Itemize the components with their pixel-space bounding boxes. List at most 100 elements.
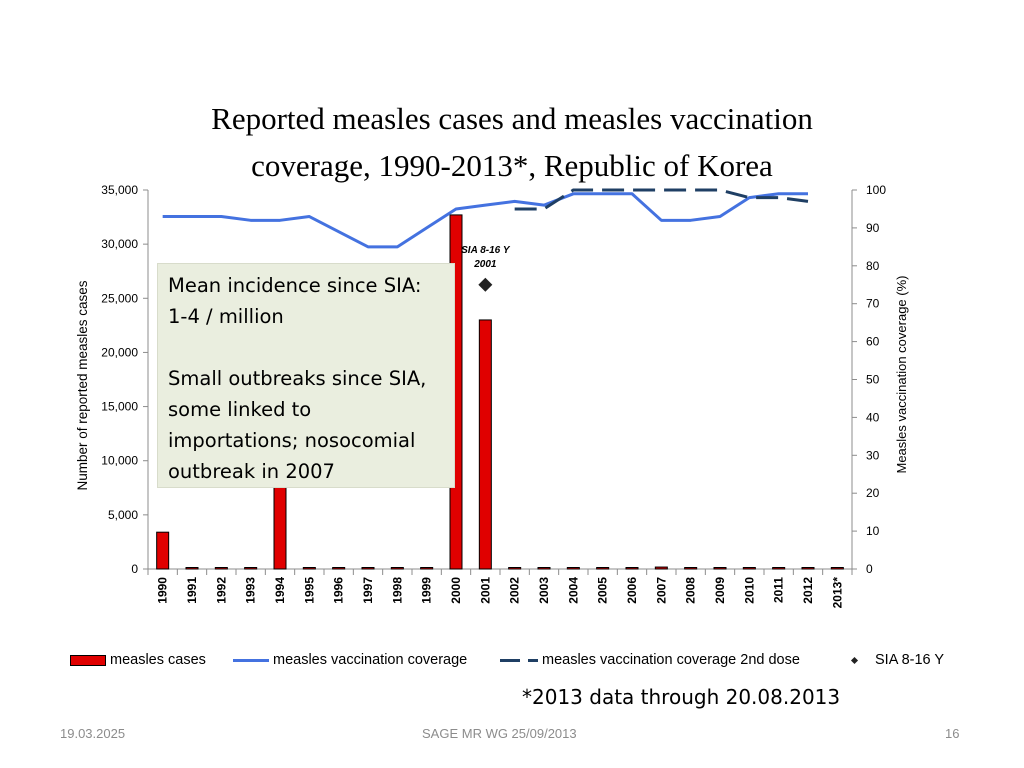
legend-item-sia: SIA 8-16 Y <box>850 650 945 670</box>
x-tick-label: 2010 <box>742 577 756 604</box>
legend-item-coverage: measles vaccination coverage <box>233 650 467 670</box>
bar-cases <box>244 567 258 570</box>
y-tick-label-right: 10 <box>866 524 880 538</box>
bar-cases <box>742 567 756 570</box>
x-tick-label: 1992 <box>214 577 228 604</box>
chart-title-line2: coverage, 1990-2013*, Republic of Korea <box>251 148 773 183</box>
bar-cases <box>566 567 580 570</box>
page-number: 16 <box>945 726 960 741</box>
chart-legend: measles cases measles vaccination covera… <box>70 650 970 670</box>
footer-date: 19.03.2025 <box>60 726 126 741</box>
x-tick-label: 2006 <box>625 577 639 604</box>
x-tick-label: 1994 <box>273 577 287 604</box>
bar-cases <box>420 567 434 570</box>
bar-cases <box>830 567 844 570</box>
y-tick-label-right: 40 <box>866 410 880 424</box>
legend-label-sia: SIA 8-16 Y <box>875 652 945 668</box>
bar-cases <box>772 567 786 570</box>
annotation-sia-label: SIA 8-16 Y <box>461 245 511 256</box>
bar-cases <box>302 567 316 570</box>
bar-cases <box>478 319 492 570</box>
x-tick-label: 2001 <box>478 577 492 604</box>
y-tick-label-right: 20 <box>866 486 880 500</box>
bar-cases <box>625 567 639 570</box>
y-tick-label-right: 70 <box>866 297 880 311</box>
legend-label-coverage2: measles vaccination coverage 2nd dose <box>542 652 800 668</box>
annotation-line: Mean incidence since SIA: <box>168 274 422 297</box>
y-tick-label-left: 30,000 <box>101 237 138 251</box>
bar-cases <box>537 567 551 570</box>
x-tick-label: 1990 <box>156 577 170 604</box>
x-tick-label: 2004 <box>566 577 580 604</box>
x-tick-label: 2008 <box>684 577 698 604</box>
bar-cases <box>185 567 199 570</box>
annotation-sia-year: 2001 <box>473 259 497 270</box>
x-tick-label: 1993 <box>244 577 258 604</box>
legend-swatch-diamond <box>850 656 859 664</box>
annotation-line: importations; nosocomial <box>168 429 416 452</box>
y-tick-label-right: 50 <box>866 373 880 387</box>
x-tick-label: 2005 <box>596 577 610 604</box>
footer-center: SAGE MR WG 25/09/2013 <box>422 726 577 741</box>
bar-cases <box>361 567 375 570</box>
legend-label-coverage: measles vaccination coverage <box>273 652 468 668</box>
x-tick-label: 1998 <box>390 577 404 604</box>
x-tick-label: 2002 <box>508 577 522 604</box>
y-tick-label-left: 15,000 <box>101 400 138 414</box>
x-tick-label: 2011 <box>772 577 786 603</box>
legend-swatch-line <box>233 658 269 662</box>
bar-cases <box>508 567 522 570</box>
x-tick-label: 2013* <box>830 577 844 609</box>
bar-cases <box>156 531 170 570</box>
x-tick-label: 2009 <box>713 577 727 604</box>
x-tick-label: 2007 <box>654 577 668 604</box>
bar-cases <box>713 567 727 570</box>
bar-cases <box>390 567 404 570</box>
y-tick-label-left: 0 <box>131 562 138 576</box>
y-tick-label-right: 80 <box>866 259 880 273</box>
x-tick-label: 1999 <box>420 577 434 604</box>
bar-cases <box>214 567 228 570</box>
chart-title-line1: Reported measles cases and measles vacci… <box>211 101 813 136</box>
bar-cases <box>654 566 668 570</box>
y-tick-label-left: 35,000 <box>101 183 138 197</box>
bar-cases <box>273 484 287 570</box>
y-tick-label-right: 30 <box>866 448 880 462</box>
y-tick-label-right: 100 <box>866 183 886 197</box>
y-axis-title-left: Number of reported measles cases <box>75 280 90 490</box>
legend-item-cases: measles cases <box>70 650 206 670</box>
annotation-box: Mean incidence since SIA: 1-4 / million … <box>157 263 455 488</box>
annotation-line: some linked to <box>168 398 312 421</box>
line-series <box>162 188 809 292</box>
footnote: *2013 data through 20.08.2013 <box>522 685 841 709</box>
bar-cases <box>684 567 698 570</box>
annotation-line: Small outbreaks since SIA, <box>168 367 427 390</box>
y-tick-label-left: 25,000 <box>101 291 138 305</box>
bar-cases <box>801 567 815 570</box>
legend-label-cases: measles cases <box>110 652 206 668</box>
axis-labels: 0 5,000 10,000 15,000 20,000 25,000 30,000 35,0… <box>75 183 909 608</box>
y-tick-label-left: 5,000 <box>108 508 138 522</box>
annotation-line: 1-4 / million <box>168 305 284 328</box>
x-tick-label: 1995 <box>302 577 316 604</box>
legend-swatch-bar <box>70 654 106 666</box>
chart-title: Reported measles cases and measles vacci… <box>140 95 884 189</box>
x-tick-label: 2000 <box>449 577 463 604</box>
line-coverage-2nd-dose <box>514 188 809 211</box>
bar-cases <box>332 567 346 570</box>
y-tick-label-right: 0 <box>866 562 873 576</box>
y-tick-label-left: 20,000 <box>101 345 138 359</box>
annotation-line: outbreak in 2007 <box>168 460 335 483</box>
legend-item-coverage2: measles vaccination coverage 2nd dose <box>500 650 800 670</box>
y-tick-label-left: 10,000 <box>101 454 138 468</box>
marker-sia <box>478 277 493 292</box>
x-tick-label: 1997 <box>361 577 375 604</box>
x-tick-label: 1996 <box>332 577 346 604</box>
chart-axes <box>143 189 857 575</box>
legend-swatch-dashed <box>500 658 538 662</box>
x-tick-label: 2003 <box>537 577 551 604</box>
bar-cases <box>596 567 610 570</box>
line-coverage <box>162 192 808 249</box>
y-axis-title-right: Measles vaccination coverage (%) <box>894 276 909 474</box>
x-tick-label: 2012 <box>801 577 815 604</box>
